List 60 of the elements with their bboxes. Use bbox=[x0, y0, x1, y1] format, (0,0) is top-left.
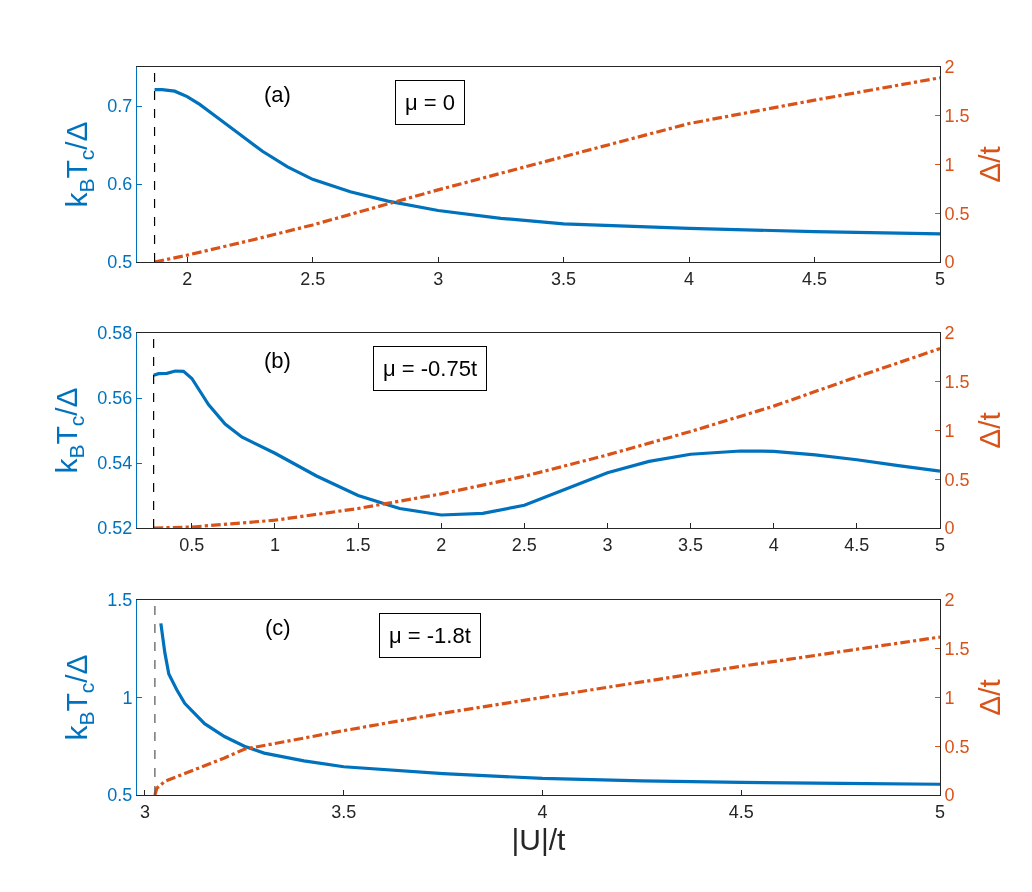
line-series bbox=[152, 76, 940, 262]
x-tick-label: 4.5 bbox=[728, 801, 754, 822]
y-tick-label: 1.5 bbox=[107, 590, 133, 611]
y-tick-label: 1 bbox=[122, 687, 133, 708]
y-tick-label: 0.56 bbox=[97, 388, 133, 409]
x-tick-label: 4 bbox=[537, 801, 548, 822]
y2-tick-label: 0 bbox=[944, 252, 955, 273]
y2-axis-title: Δ/t bbox=[973, 145, 1007, 183]
x-tick-label: 1 bbox=[269, 534, 280, 555]
x-tick-label: 4.5 bbox=[802, 268, 828, 289]
line-series bbox=[152, 347, 940, 528]
annotation: μ = -1.8t bbox=[389, 623, 471, 648]
y2-tick-label: 0.5 bbox=[944, 736, 970, 757]
x-tick-label: 3.5 bbox=[551, 268, 577, 289]
x-tick-label: 4.5 bbox=[844, 534, 870, 555]
y2-axis-title: Δ/t bbox=[973, 411, 1007, 449]
annotation: μ = -0.75t bbox=[383, 356, 478, 381]
line-series bbox=[152, 88, 940, 236]
y2-tick-label: 1 bbox=[944, 420, 955, 441]
x-axis-title: |U|/t bbox=[511, 823, 567, 857]
y-tick-label: 0.6 bbox=[107, 174, 133, 195]
y2-tick-label: 2 bbox=[944, 57, 955, 78]
x-tick-label: 2 bbox=[436, 534, 447, 555]
annotation: (c) bbox=[265, 615, 291, 640]
y2-tick-label: 1 bbox=[944, 687, 955, 708]
x-tick-label: 2.5 bbox=[511, 534, 537, 555]
y2-tick-label: 1.5 bbox=[944, 639, 970, 660]
x-tick-label: 2.5 bbox=[300, 268, 326, 289]
x-tick-label: 3.5 bbox=[678, 534, 704, 555]
x-tick-label: 5 bbox=[934, 534, 946, 555]
x-tick-label: 2 bbox=[182, 268, 193, 289]
x-tick-label: 5 bbox=[934, 801, 946, 822]
x-tick-label: 3 bbox=[139, 801, 150, 822]
y2-tick-label: 1 bbox=[944, 154, 955, 175]
x-tick-label: 4 bbox=[684, 268, 695, 289]
y2-tick-label: 0.5 bbox=[944, 469, 970, 490]
y2-tick-label: 2 bbox=[944, 590, 955, 611]
x-tick-label: 1.5 bbox=[345, 534, 371, 555]
y2-tick-label: 0 bbox=[944, 518, 955, 539]
y-tick-label: 0.52 bbox=[97, 518, 133, 539]
y2-tick-label: 1.5 bbox=[944, 372, 970, 393]
y2-tick-label: 0.5 bbox=[944, 203, 970, 224]
y-tick-label: 0.54 bbox=[97, 453, 133, 474]
annotation: (b) bbox=[264, 348, 291, 373]
x-tick-label: 3 bbox=[602, 534, 613, 555]
x-tick-label: 3.5 bbox=[331, 801, 357, 822]
annotation: μ = 0 bbox=[405, 90, 455, 115]
y-tick-label: 0.7 bbox=[107, 96, 133, 117]
y-tick-label: 0.5 bbox=[107, 785, 133, 806]
y2-tick-label: 0 bbox=[944, 785, 955, 806]
annotation: (a) bbox=[264, 82, 291, 107]
y-tick-label: 0.5 bbox=[107, 252, 133, 273]
y2-tick-label: 1.5 bbox=[944, 106, 970, 127]
x-tick-label: 0.5 bbox=[179, 534, 205, 555]
x-tick-label: 4 bbox=[768, 534, 779, 555]
x-tick-label: 3 bbox=[433, 268, 444, 289]
y2-tick-label: 2 bbox=[944, 323, 955, 344]
y-tick-label: 0.58 bbox=[97, 323, 133, 344]
y2-axis-title: Δ/t bbox=[973, 678, 1007, 716]
x-tick-label: 5 bbox=[934, 268, 946, 289]
